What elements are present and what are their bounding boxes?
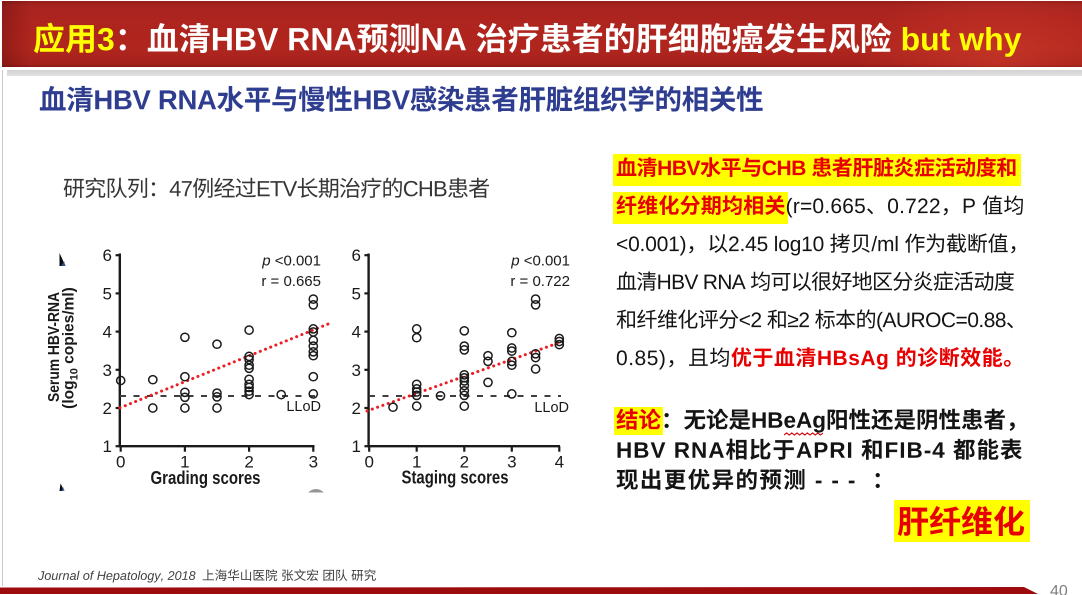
svg-text:LLoD: LLoD bbox=[286, 399, 321, 415]
svg-text:Serum HBV-RNA: Serum HBV-RNA bbox=[46, 292, 63, 402]
svg-text:5: 5 bbox=[352, 284, 361, 303]
svg-text:p <0.001: p <0.001 bbox=[261, 253, 321, 270]
svg-text:1: 1 bbox=[352, 437, 361, 456]
svg-text:1: 1 bbox=[103, 437, 112, 456]
svg-text:Staging scores: Staging scores bbox=[402, 467, 509, 488]
svg-text:3: 3 bbox=[507, 453, 516, 472]
svg-text:3: 3 bbox=[309, 453, 318, 472]
svg-text:2: 2 bbox=[103, 399, 112, 418]
svg-text:1: 1 bbox=[180, 453, 189, 472]
svg-text:2: 2 bbox=[460, 453, 469, 472]
svg-text:Grading scores: Grading scores bbox=[151, 467, 261, 488]
svg-text:4: 4 bbox=[103, 323, 112, 342]
svg-text:2: 2 bbox=[352, 399, 361, 418]
svg-text:4: 4 bbox=[555, 453, 564, 472]
svg-text:3: 3 bbox=[352, 361, 361, 380]
svg-text:r = 0.665: r = 0.665 bbox=[261, 273, 321, 290]
svg-text:6: 6 bbox=[103, 246, 112, 265]
svg-text:(log10 copies/ml): (log10 copies/ml) bbox=[61, 287, 81, 409]
svg-text:3: 3 bbox=[103, 361, 112, 380]
svg-text:0: 0 bbox=[116, 453, 125, 472]
svg-text:1: 1 bbox=[412, 453, 421, 472]
svg-text:p <0.001: p <0.001 bbox=[510, 253, 570, 270]
svg-text:5: 5 bbox=[103, 284, 112, 303]
svg-text:0: 0 bbox=[364, 453, 373, 472]
svg-text:6: 6 bbox=[352, 246, 361, 265]
svg-text:LLoD: LLoD bbox=[534, 400, 569, 416]
svg-text:4: 4 bbox=[352, 323, 361, 342]
svg-text:2: 2 bbox=[244, 453, 253, 472]
svg-text:r = 0.722: r = 0.722 bbox=[510, 273, 570, 290]
